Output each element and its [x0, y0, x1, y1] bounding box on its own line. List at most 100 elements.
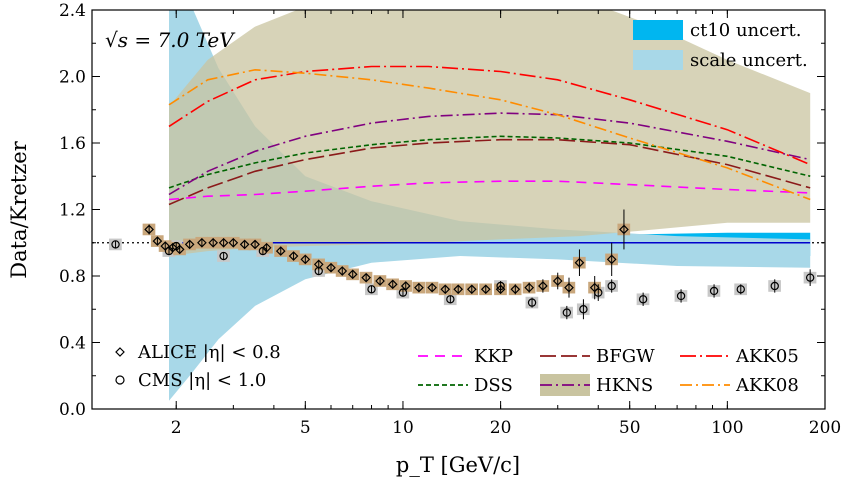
- y-tick-label: 0.4: [59, 334, 86, 354]
- cms-point-18: [736, 285, 745, 294]
- x-tick-label: 200: [809, 418, 841, 438]
- alice-point-7: [208, 237, 219, 248]
- alice-point-18: [337, 266, 348, 276]
- alice-point-39: [619, 224, 629, 235]
- curve-akk08: [168, 68, 811, 201]
- legend-cms-marker: [115, 375, 125, 385]
- alice-point-25: [427, 282, 437, 293]
- axes: 0.0 0.4 0.8 1.2 1.6 2.0 2.4 2 5 10 20 50 100 200: [59, 1, 841, 438]
- alice-point-9: [228, 237, 239, 248]
- uncertainty-bands: [92, 10, 825, 401]
- cms-point-6: [367, 285, 376, 294]
- legend-line-label-bfgw: BFGW: [596, 346, 655, 367]
- alice-point-13: [275, 246, 286, 256]
- y-tick-label: 1.6: [59, 134, 86, 154]
- legend-line-label-dss: DSS: [474, 375, 513, 396]
- legend-line-label-akk08: AKK08: [735, 375, 799, 396]
- cms-point-20: [805, 273, 815, 282]
- alice-point-23: [400, 281, 411, 291]
- alice-point-22: [387, 279, 398, 290]
- alice-point-14: [288, 251, 299, 261]
- cms-point-15: [638, 295, 648, 304]
- curve-kkp: [168, 180, 811, 201]
- alice-point-27: [453, 284, 464, 295]
- x-tick-label: 2: [171, 418, 182, 438]
- alice-point-20: [361, 272, 371, 283]
- alice-point-32: [524, 282, 535, 293]
- curve-hkns: [168, 112, 811, 196]
- y-tick-label: 2.0: [59, 68, 86, 88]
- cms-point-7: [398, 288, 408, 297]
- band-2: [169, 10, 811, 256]
- alice-point-8: [218, 237, 229, 248]
- x-tick-label: 10: [392, 418, 414, 438]
- cms-point-19: [770, 281, 779, 291]
- alice-point-5: [184, 239, 195, 250]
- alice-point-6: [197, 237, 207, 248]
- alice-point-30: [495, 284, 506, 295]
- x-axis-title: p_T [GeV/c]: [396, 453, 520, 477]
- band-legend: ct10 uncert. scale uncert.: [633, 20, 808, 71]
- cms-point-10: [527, 298, 537, 307]
- x-tick-label: 20: [490, 418, 512, 438]
- data-points: [111, 209, 815, 320]
- alice-point-10: [239, 239, 250, 250]
- alice-point-24: [414, 282, 424, 293]
- cms-point-11: [562, 308, 572, 317]
- line-legend: KKP BFGW AKK05 DSS HKNS AKK08: [418, 346, 799, 396]
- alice-point-3: [167, 242, 178, 253]
- alice-point-15: [300, 254, 311, 265]
- legend-band-swatch-0: [633, 20, 683, 40]
- cms-point-16: [676, 291, 686, 301]
- curve-akk05: [168, 65, 811, 166]
- cms-point-8: [446, 295, 455, 304]
- alice-point-0: [144, 224, 154, 235]
- alice-point-16: [313, 259, 324, 270]
- alice-point-19: [347, 269, 358, 280]
- alice-point-33: [538, 281, 548, 291]
- alice-point-11: [250, 239, 260, 250]
- alice-point-1: [152, 236, 163, 246]
- energy-label: √s = 7.0 TeV: [105, 28, 236, 52]
- legend-line-label-hkns: HKNS: [596, 375, 653, 396]
- alice-point-34: [552, 276, 563, 286]
- legend-line-label-akk05: AKK05: [735, 346, 799, 367]
- alice-point-2: [160, 241, 171, 251]
- alice-point-28: [466, 284, 477, 295]
- x-tick-label: 5: [300, 418, 311, 438]
- y-tick-label: 0.0: [59, 400, 86, 420]
- x-tick-label: 100: [711, 418, 743, 438]
- cms-point-14: [607, 281, 616, 291]
- y-tick-label: 0.8: [59, 267, 86, 287]
- alice-point-35: [564, 282, 574, 293]
- cms-point-3: [219, 251, 228, 261]
- y-tick-label: 2.4: [59, 1, 86, 21]
- legend-line-label-kkp: KKP: [474, 346, 513, 367]
- legend-band-label-0: ct10 uncert.: [690, 20, 801, 41]
- cms-point-17: [709, 286, 719, 296]
- alice-point-12: [261, 242, 272, 253]
- x-tick-label: 50: [619, 418, 641, 438]
- legend-band-label-1: scale uncert.: [690, 50, 808, 71]
- y-axis-title: Data/Kretzer: [7, 140, 31, 278]
- alice-point-36: [574, 257, 585, 268]
- legend-band-swatch-1: [633, 50, 683, 70]
- legend-marker-label-0: ALICE |η| < 0.8: [137, 342, 281, 363]
- alice-point-26: [440, 284, 451, 295]
- alice-point-37: [589, 282, 600, 293]
- alice-point-31: [510, 284, 521, 295]
- legend-marker-label-1: CMS |η| < 1.0: [138, 370, 266, 391]
- alice-point-17: [326, 262, 336, 273]
- alice-point-38: [606, 254, 617, 265]
- y-tick-label: 1.2: [59, 201, 86, 221]
- cms-point-0: [111, 240, 120, 249]
- legend-alice-marker: [115, 347, 125, 357]
- curve-bfgw: [168, 138, 811, 206]
- cms-point-12: [579, 305, 588, 314]
- alice-point-21: [375, 276, 385, 286]
- marker-legend: ALICE |η| < 0.8 CMS |η| < 1.0: [115, 342, 281, 391]
- alice-point-29: [480, 284, 491, 295]
- theory-curves: [168, 65, 811, 206]
- alice-point-4: [174, 244, 185, 255]
